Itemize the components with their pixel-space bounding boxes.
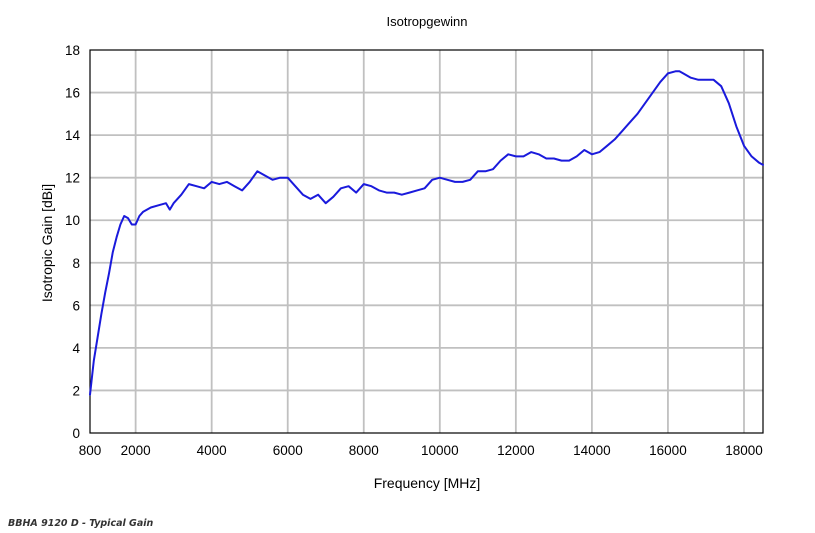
x-tick-label: 18000 [725,443,763,458]
y-tick-label: 10 [65,213,80,228]
series-line-gain [89,70,764,396]
x-tick-label: 4000 [197,443,227,458]
x-tick-label: 6000 [273,443,303,458]
y-tick-label: 16 [65,86,80,101]
chart-title: Isotropgewinn [387,14,468,29]
x-tick-label: 8000 [349,443,379,458]
x-axis-label: Frequency [MHz] [374,475,481,491]
y-axis-label: Isotropic Gain [dBi] [39,184,55,302]
y-tick-label: 2 [72,383,80,398]
x-tick-label: 800 [79,443,102,458]
x-tick-label: 12000 [497,443,535,458]
y-tick-label: 12 [65,171,80,186]
y-tick-label: 4 [72,341,80,356]
y-tick-label: 18 [65,43,80,58]
y-tick-label: 8 [72,256,80,271]
x-tick-label: 10000 [421,443,459,458]
y-tick-label: 14 [65,128,81,143]
grid-lines [90,50,763,433]
x-tick-label: 2000 [121,443,151,458]
figure-caption: BBHA 9120 D - Typical Gain [8,518,154,529]
x-tick-label: 14000 [573,443,611,458]
plot-frame [89,49,764,434]
x-axis-ticks: 800 2000 4000 6000 8000 10000 12000 14000 16000 1… [79,443,763,458]
x-tick-label: 16000 [649,443,687,458]
y-tick-label: 0 [72,426,80,441]
y-axis-ticks: 0 2 4 6 8 10 12 14 16 18 [65,43,81,441]
y-tick-label: 6 [72,298,80,313]
